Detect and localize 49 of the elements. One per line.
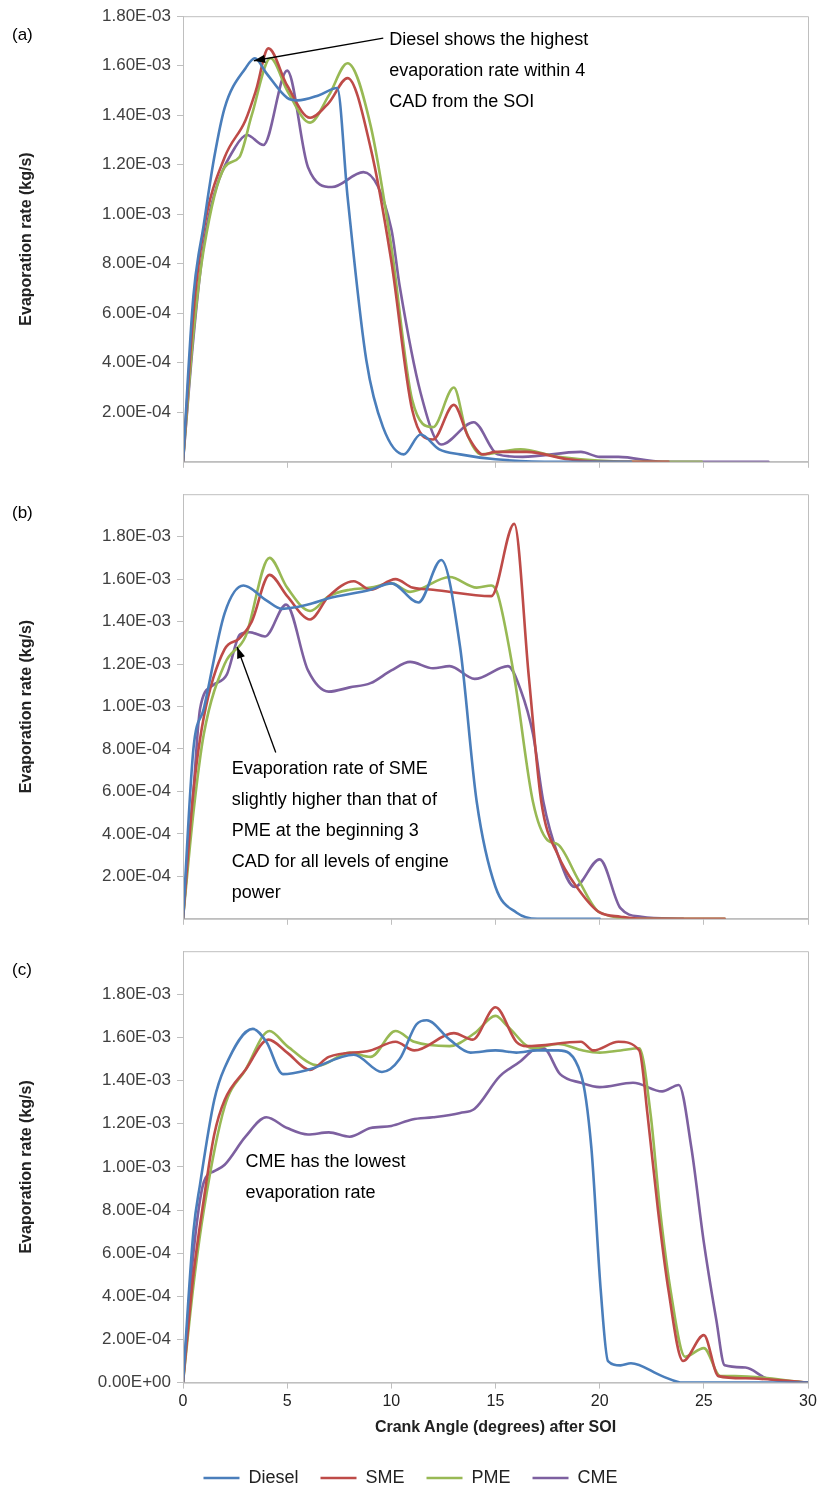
x-tick-label: 10: [382, 1391, 401, 1409]
y-tick-label: 4.00E-04: [102, 352, 171, 372]
text: (c): [12, 960, 32, 980]
y-tick-label: 2.00E-04: [102, 401, 171, 421]
y-tick-label: 1.80E-03: [102, 526, 171, 546]
y-axis-title: Evaporation rate (kg/s): [17, 1080, 35, 1254]
y-tick-label: 1.80E-03: [102, 984, 171, 1004]
y-tick-label: 4.00E-04: [102, 1286, 171, 1306]
y-tick-label: 1.20E-03: [102, 1113, 171, 1133]
legend-label: SME: [365, 1466, 405, 1487]
y-tick-label: 6.00E-04: [102, 302, 171, 322]
y-tick-label: 1.60E-03: [102, 55, 171, 75]
y-tick-label: 1.60E-03: [102, 568, 171, 588]
text: (a): [12, 25, 33, 45]
x-tick-label: 0: [178, 1391, 188, 1409]
y-tick-label: 0.00E+00: [97, 1372, 171, 1392]
legend-label: CME: [577, 1466, 618, 1487]
x-tick-label: 30: [799, 1391, 817, 1409]
x-tick-label: 20: [590, 1391, 609, 1409]
y-tick-label: 2.00E-04: [102, 866, 171, 886]
annotation: CME has the lowest evaporation rate: [245, 1150, 406, 1202]
x-tick-label: 5: [282, 1391, 292, 1409]
annotation: Evaporation rate of SME slightly higher than that of PME at the beginning 3 CAD for all levels of engine power: [231, 758, 449, 903]
y-tick-label: 6.00E-04: [102, 1242, 171, 1262]
text: (b): [12, 503, 33, 523]
y-tick-label: 4.00E-04: [102, 823, 171, 843]
y-tick-label: 1.40E-03: [102, 1070, 171, 1090]
x-axis-title: Crank Angle (degrees) after SOI: [374, 1417, 617, 1435]
annotation: Diesel shows the highest evaporation rate within 4 CAD from the SOI: [389, 29, 589, 112]
y-tick-label: 8.00E-04: [102, 738, 171, 758]
legend-label: Diesel: [248, 1466, 299, 1487]
y-tick-label: 1.00E-03: [102, 1156, 171, 1176]
y-tick-label: 1.00E-03: [102, 696, 171, 716]
x-tick-label: 25: [694, 1391, 713, 1409]
y-tick-label: 6.00E-04: [102, 781, 171, 801]
y-tick-label: 1.20E-03: [102, 154, 171, 174]
y-tick-label: 1.80E-03: [102, 5, 171, 25]
y-axis-title: Evaporation rate (kg/s): [17, 619, 35, 794]
x-tick-label: 15: [486, 1391, 505, 1409]
y-axis-title: Evaporation rate (kg/s): [17, 152, 35, 326]
y-tick-label: 1.60E-03: [102, 1027, 171, 1047]
y-tick-label: 1.40E-03: [102, 104, 171, 124]
y-tick-label: 1.40E-03: [102, 611, 171, 631]
y-tick-label: 8.00E-04: [102, 253, 171, 273]
y-tick-label: 2.00E-04: [102, 1329, 171, 1349]
legend-label: PME: [471, 1466, 511, 1487]
y-tick-label: 8.00E-04: [102, 1199, 171, 1219]
y-tick-label: 1.20E-03: [102, 653, 171, 673]
y-tick-label: 1.00E-03: [102, 203, 171, 223]
